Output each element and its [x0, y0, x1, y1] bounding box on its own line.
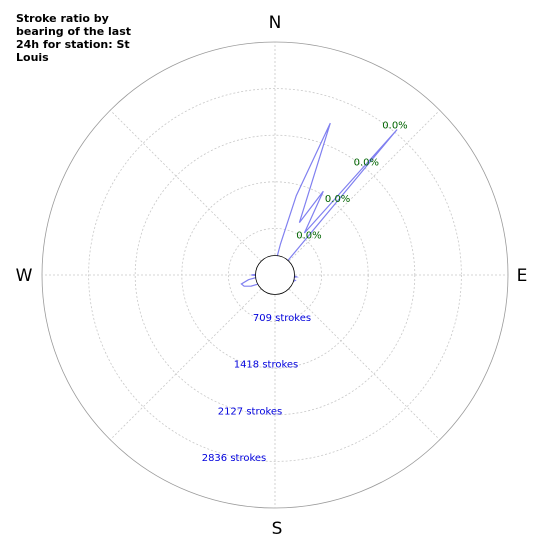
- polar-grid: [41, 41, 509, 509]
- grid-ring-4: [88, 88, 462, 462]
- ratio-label: 0.0%: [325, 194, 350, 205]
- stroke-count-label: 1418 strokes: [234, 360, 299, 371]
- spoke-225: [109, 274, 276, 441]
- stroke-count-label: 2836 strokes: [202, 453, 267, 464]
- direction-label-s: S: [272, 519, 283, 539]
- grid-ring-3: [134, 134, 416, 416]
- ratio-label: 0.0%: [382, 121, 407, 132]
- spoke-45: [274, 109, 441, 276]
- direction-label-w: W: [16, 266, 33, 286]
- ratio-label: 0.0%: [296, 231, 321, 242]
- spoke-135: [274, 274, 441, 441]
- chart-title: Stroke ratio by bearing of the last 24h …: [16, 12, 132, 64]
- center-circle: [255, 255, 295, 295]
- direction-label-n: N: [269, 13, 282, 33]
- grid-ring-1: [227, 227, 322, 322]
- stroke-count-label: 709 strokes: [253, 313, 311, 324]
- direction-label-e: E: [517, 266, 528, 286]
- spoke-315: [109, 109, 276, 276]
- chart-labels: N E S W 0.0% 0.0% 0.0% 0.0% 709 strokes 1418 stro…: [16, 13, 528, 539]
- ratio-label: 0.0%: [354, 157, 379, 168]
- stroke-count-label: 2127 strokes: [218, 406, 283, 417]
